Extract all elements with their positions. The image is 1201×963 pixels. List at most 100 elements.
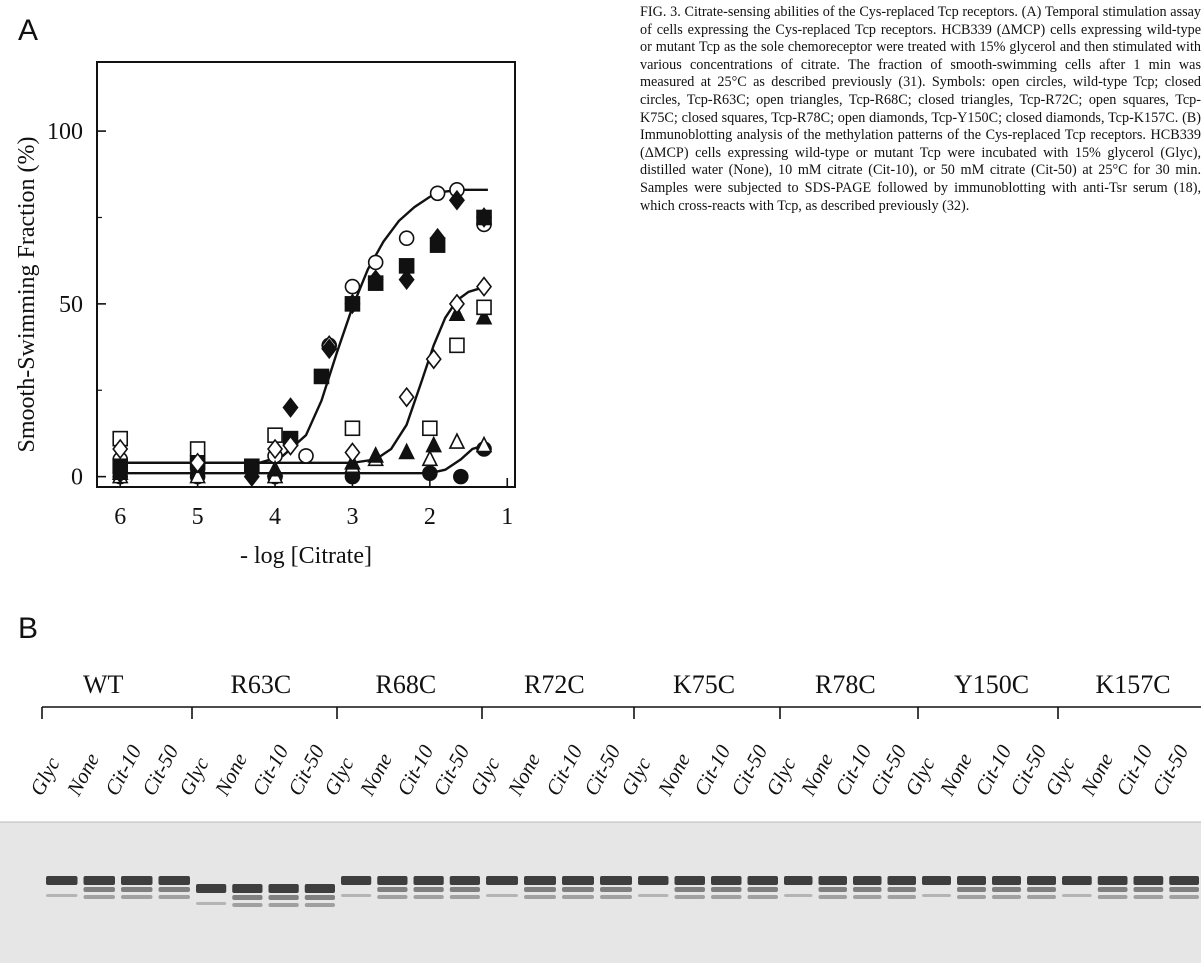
blot-band [1097,887,1128,892]
blot-band [304,895,335,900]
lane-label: Cit-50 [578,740,626,800]
triangle-point [189,466,206,484]
diamond-point [398,386,415,408]
circle-point [422,465,438,481]
group-label: Y150C [954,670,1030,699]
triangle-point [398,442,415,460]
diamond-point [282,435,299,456]
blot-band [304,903,335,907]
blot-band [1133,895,1164,899]
blot-band [486,876,518,885]
square-point [344,420,361,437]
blot-band [83,876,115,885]
blot-band [1097,895,1128,899]
blot-band [957,887,986,892]
triangle-point [475,435,493,453]
caption-text: FIG. 3. Citrate-sensing abilities of the… [640,4,1201,214]
diamond-point [267,438,284,460]
circle-point [298,448,314,464]
blot-band [992,887,1021,892]
group-label: R63C [230,670,292,699]
blot-band [1027,887,1056,892]
blot-band [887,876,916,885]
plot-frame [96,61,516,488]
blot-band [121,887,153,892]
blot-band [486,894,518,897]
lane-label: None [502,749,545,800]
blot-band [341,876,372,885]
diamond-point [476,207,493,228]
circle-point [344,278,361,295]
blot-band [196,884,227,893]
blot-band [524,876,556,885]
group-label: WT [83,670,124,699]
blot-band [992,895,1021,899]
x-axis-label: - log [Citrate] [240,543,372,569]
blot-band [524,887,556,892]
blot-band [853,895,882,899]
diamond-point [112,438,129,460]
diamond-point [189,452,206,474]
blot-band [562,895,594,899]
diamond-point [282,397,299,418]
blot-band [1097,876,1128,885]
lane-label: Cit-10 [391,740,438,800]
diamond-point [476,276,493,297]
blot-band [1169,887,1199,892]
blot-band [638,894,669,897]
diamond-point [448,293,465,315]
lane-label: Cit-10 [540,740,588,800]
lane-label: Cit-10 [689,740,736,800]
panel-b-label: B [18,612,39,645]
triangle-point [367,446,384,463]
blot-band [674,887,705,892]
blot-band [600,876,632,885]
blot-band [413,876,444,885]
group-label: K75C [673,670,736,699]
blot-band [1133,876,1164,885]
blot-band [600,887,632,892]
blot-band [1133,887,1164,892]
circle-point [398,230,415,247]
diamond-point [448,189,465,211]
blot-band [747,895,778,899]
blot-band [196,902,227,905]
blot-band [853,876,882,885]
square-point [476,299,492,316]
triangle-point [475,307,493,325]
blot-band [413,895,444,899]
blot-band [377,887,408,892]
lane-label: Glyc [616,753,656,800]
blot-band [304,884,335,893]
diamond-point [321,338,338,360]
blot-band [158,887,190,892]
group-label: R78C [815,670,876,699]
blot-band [46,894,78,897]
lane-label: None [1075,749,1118,800]
lane-label: Glyc [174,753,214,800]
blot-band [674,895,705,899]
blot-band [957,876,986,885]
blot-band [853,887,882,892]
blot-band [158,895,190,899]
blot-band [1169,876,1199,885]
blot-band [449,887,480,892]
y-tick-label: 0 [71,465,83,491]
y-tick-label: 50 [59,292,83,318]
blot-band [922,894,951,897]
diamond-point [429,227,446,249]
square-point [422,420,438,437]
blot-membrane [0,822,1201,963]
blot-band [1169,895,1199,899]
lane-label: Cit-10 [99,740,147,800]
blot-band [158,876,190,885]
blot-band [711,895,742,899]
square-point [449,337,465,354]
blot-band [818,887,847,892]
blot-band [887,895,916,899]
blot-band [638,876,669,885]
blot-band [413,887,444,892]
x-tick-label: 4 [269,504,281,530]
blot-band [992,876,1021,885]
blot-band [747,887,778,892]
